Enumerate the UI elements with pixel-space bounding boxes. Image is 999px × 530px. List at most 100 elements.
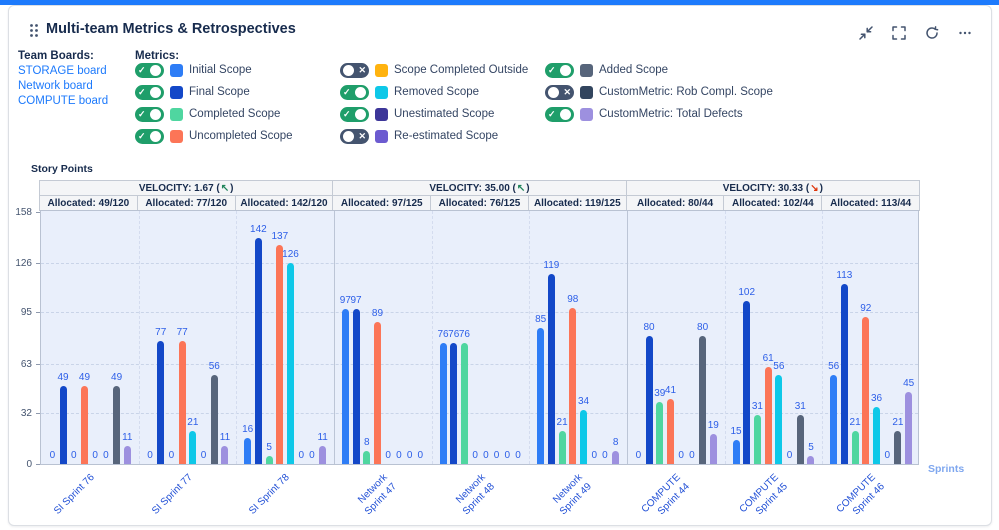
bar-final-scope[interactable] bbox=[547, 274, 555, 464]
toggle-initial-scope[interactable]: ✓ bbox=[135, 62, 164, 78]
bar-value-label: 8 bbox=[363, 437, 370, 448]
drag-handle-icon[interactable] bbox=[28, 23, 40, 38]
bar-completed-scope[interactable] bbox=[753, 415, 761, 464]
toggle-completed-scope[interactable]: ✓ bbox=[135, 106, 164, 122]
legend-swatch bbox=[170, 107, 183, 121]
bar-value-label: 0 bbox=[472, 450, 478, 461]
bar-value-label: 0 bbox=[515, 450, 521, 461]
bar-final-scope[interactable] bbox=[352, 309, 360, 464]
bar-custommetric-total-defects[interactable] bbox=[905, 392, 913, 464]
toggle-scope-completed-outside[interactable]: ✕ bbox=[340, 62, 369, 78]
y-tick-mark bbox=[36, 263, 40, 265]
refresh-button[interactable] bbox=[924, 25, 940, 41]
bar-added-scope[interactable] bbox=[894, 431, 902, 464]
bar-value-label: 49 bbox=[111, 372, 123, 383]
legend-swatch bbox=[170, 63, 183, 77]
bar-value-label: 56 bbox=[828, 361, 840, 372]
bar-value-label: 31 bbox=[751, 401, 763, 412]
bar-final-scope[interactable] bbox=[645, 336, 653, 464]
bar-value-label: 80 bbox=[643, 322, 655, 333]
bar-initial-scope[interactable] bbox=[439, 343, 447, 464]
bar-completed-scope[interactable] bbox=[265, 456, 273, 464]
bar-uncompleted-scope[interactable] bbox=[764, 367, 772, 464]
x-axis-title: Sprints bbox=[928, 463, 965, 475]
bar-completed-scope[interactable] bbox=[656, 402, 664, 464]
toggle-unestimated-scope[interactable]: ✓ bbox=[340, 106, 369, 122]
toggle-removed-scope[interactable]: ✓ bbox=[340, 84, 369, 100]
bar-initial-scope[interactable] bbox=[244, 438, 252, 464]
bar-custommetric-total-defects[interactable] bbox=[612, 451, 620, 464]
toggle-custommetric-rob-compl-scope[interactable]: ✕ bbox=[545, 84, 574, 100]
check-icon: ✓ bbox=[548, 64, 556, 75]
bar-final-scope[interactable] bbox=[743, 301, 751, 464]
bar-initial-scope[interactable] bbox=[341, 309, 349, 464]
toggle-added-scope[interactable]: ✓ bbox=[545, 62, 574, 78]
bar-custommetric-total-defects[interactable] bbox=[319, 446, 327, 464]
allocated-header: Allocated: 142/120 bbox=[234, 196, 333, 210]
bar-custommetric-total-defects[interactable] bbox=[123, 446, 131, 464]
bar-final-scope[interactable] bbox=[157, 341, 165, 464]
bar-uncompleted-scope[interactable] bbox=[666, 399, 674, 464]
toggle-knob bbox=[560, 64, 571, 76]
bar-final-scope[interactable] bbox=[59, 386, 67, 464]
bar-value-label: 8 bbox=[612, 437, 619, 448]
board-link-compute[interactable]: COMPUTE board bbox=[18, 95, 109, 107]
bar-initial-scope[interactable] bbox=[732, 440, 740, 464]
bar-value-label: 0 bbox=[298, 450, 304, 461]
bar-initial-scope[interactable] bbox=[537, 328, 545, 464]
y-tick-label: 158 bbox=[15, 207, 32, 218]
bar-uncompleted-scope[interactable] bbox=[862, 317, 870, 464]
bar-uncompleted-scope[interactable] bbox=[569, 308, 577, 464]
toggle-custommetric-total-defects[interactable]: ✓ bbox=[545, 106, 574, 122]
board-link-network[interactable]: Network board bbox=[18, 80, 93, 92]
bar-value-label: 21 bbox=[892, 417, 904, 428]
legend-label: CustomMetric: Rob Compl. Scope bbox=[599, 86, 773, 98]
velocity-header-0: VELOCITY: 1.67 ( ↖ ) bbox=[138, 182, 234, 194]
bar-uncompleted-scope[interactable] bbox=[80, 386, 88, 464]
toggle-re-estimated-scope[interactable]: ✕ bbox=[340, 128, 369, 144]
bar-uncompleted-scope[interactable] bbox=[373, 322, 381, 464]
bar-value-label: 0 bbox=[147, 450, 153, 461]
bar-removed-scope[interactable] bbox=[189, 431, 197, 464]
bar-removed-scope[interactable] bbox=[775, 375, 783, 464]
legend-swatch bbox=[580, 107, 593, 121]
bar-removed-scope[interactable] bbox=[873, 407, 881, 464]
bar-completed-scope[interactable] bbox=[558, 431, 566, 464]
bar-added-scope[interactable] bbox=[210, 375, 218, 464]
bar-final-scope[interactable] bbox=[840, 284, 848, 464]
toggle-final-scope[interactable]: ✓ bbox=[135, 84, 164, 100]
bar-custommetric-total-defects[interactable] bbox=[709, 434, 717, 464]
collapse-button[interactable] bbox=[858, 25, 874, 41]
bar-added-scope[interactable] bbox=[796, 415, 804, 464]
bar-final-scope[interactable] bbox=[450, 343, 458, 464]
bar-completed-scope[interactable] bbox=[460, 343, 468, 464]
legend-item-final-scope: ✓ Final Scope bbox=[135, 84, 250, 100]
toggle-knob bbox=[343, 130, 354, 142]
bar-value-label: 56 bbox=[208, 361, 220, 372]
y-tick-mark bbox=[36, 312, 40, 314]
legend-item-uncompleted-scope: ✓ Uncompleted Scope bbox=[135, 128, 293, 144]
legend-item-added-scope: ✓ Added Scope bbox=[545, 62, 668, 78]
more-button[interactable] bbox=[957, 25, 973, 41]
bar-removed-scope[interactable] bbox=[287, 263, 295, 464]
toggle-uncompleted-scope[interactable]: ✓ bbox=[135, 128, 164, 144]
bar-final-scope[interactable] bbox=[254, 238, 262, 464]
bar-completed-scope[interactable] bbox=[363, 451, 371, 464]
bar-added-scope[interactable] bbox=[699, 336, 707, 464]
bar-uncompleted-scope[interactable] bbox=[178, 341, 186, 464]
collapse-icon bbox=[859, 26, 873, 40]
allocated-header: Allocated: 76/125 bbox=[430, 196, 528, 210]
x-icon: ✕ bbox=[358, 64, 366, 75]
bar-custommetric-total-defects[interactable] bbox=[807, 456, 815, 464]
bar-removed-scope[interactable] bbox=[580, 410, 588, 464]
board-link-storage[interactable]: STORAGE board bbox=[18, 65, 107, 77]
y-tick-mark bbox=[36, 464, 40, 465]
allocated-header: Allocated: 113/44 bbox=[821, 196, 919, 210]
bar-uncompleted-scope[interactable] bbox=[276, 245, 284, 464]
fullscreen-button[interactable] bbox=[891, 25, 907, 41]
bar-completed-scope[interactable] bbox=[851, 431, 859, 464]
bar-value-label: 11 bbox=[122, 432, 133, 443]
bar-initial-scope[interactable] bbox=[830, 375, 838, 464]
bar-added-scope[interactable] bbox=[113, 386, 121, 464]
bar-custommetric-total-defects[interactable] bbox=[221, 446, 229, 464]
